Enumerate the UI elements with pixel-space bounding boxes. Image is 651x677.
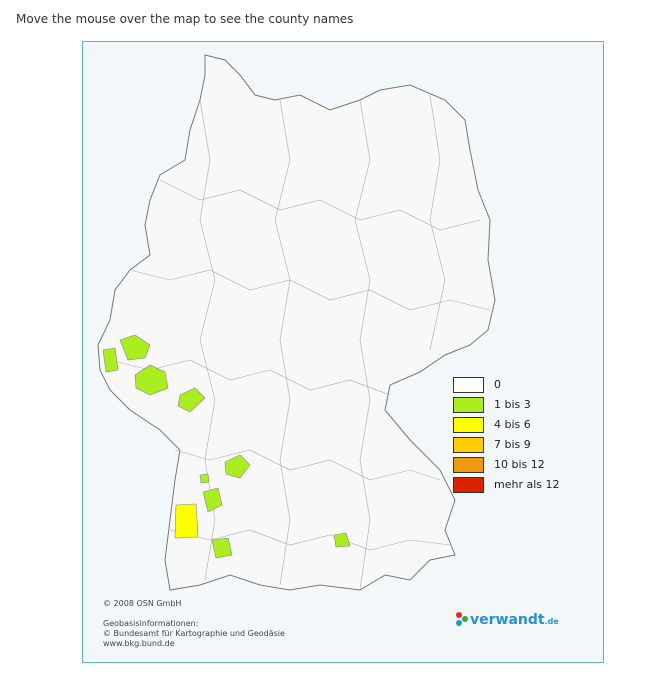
legend-label: mehr als 12: [494, 478, 560, 491]
logo-suffix: .de: [545, 617, 560, 626]
credit-line: © Bundesamt für Kartographie und Geodäsi…: [103, 629, 285, 638]
logo-name: verwandt: [470, 612, 545, 628]
legend-swatch: [453, 377, 484, 393]
logo-icon: [462, 616, 468, 622]
county-borders: [109, 94, 491, 591]
germany-map[interactable]: [97, 54, 496, 591]
logo-icon: [456, 612, 462, 618]
legend-label: 10 bis 12: [494, 458, 545, 471]
logo[interactable]: verwandt.de: [456, 612, 559, 628]
legend-swatch: [453, 477, 484, 493]
credit-line: www.bkg.bund.de: [103, 639, 175, 648]
page-title: Move the mouse over the map to see the c…: [16, 12, 354, 26]
copyright: © 2008 OSN GmbH: [103, 599, 181, 608]
legend-label: 4 bis 6: [494, 418, 531, 431]
legend-label: 1 bis 3: [494, 398, 531, 411]
legend-swatch: [453, 417, 484, 433]
logo-text: verwandt.de: [470, 612, 559, 628]
credit-line: Geobasisinformationen:: [103, 619, 198, 628]
highlighted-counties: [102, 334, 351, 559]
legend-swatch: [453, 457, 484, 473]
legend-swatch: [453, 397, 484, 413]
legend: 0 1 bis 3 4 bis 6 7 bis 9 10 bis 12 mehr als …: [453, 377, 560, 493]
logo-icon: [456, 620, 462, 626]
legend-label: 0: [494, 378, 501, 391]
legend-swatch: [453, 437, 484, 453]
legend-label: 7 bis 9: [494, 438, 531, 451]
